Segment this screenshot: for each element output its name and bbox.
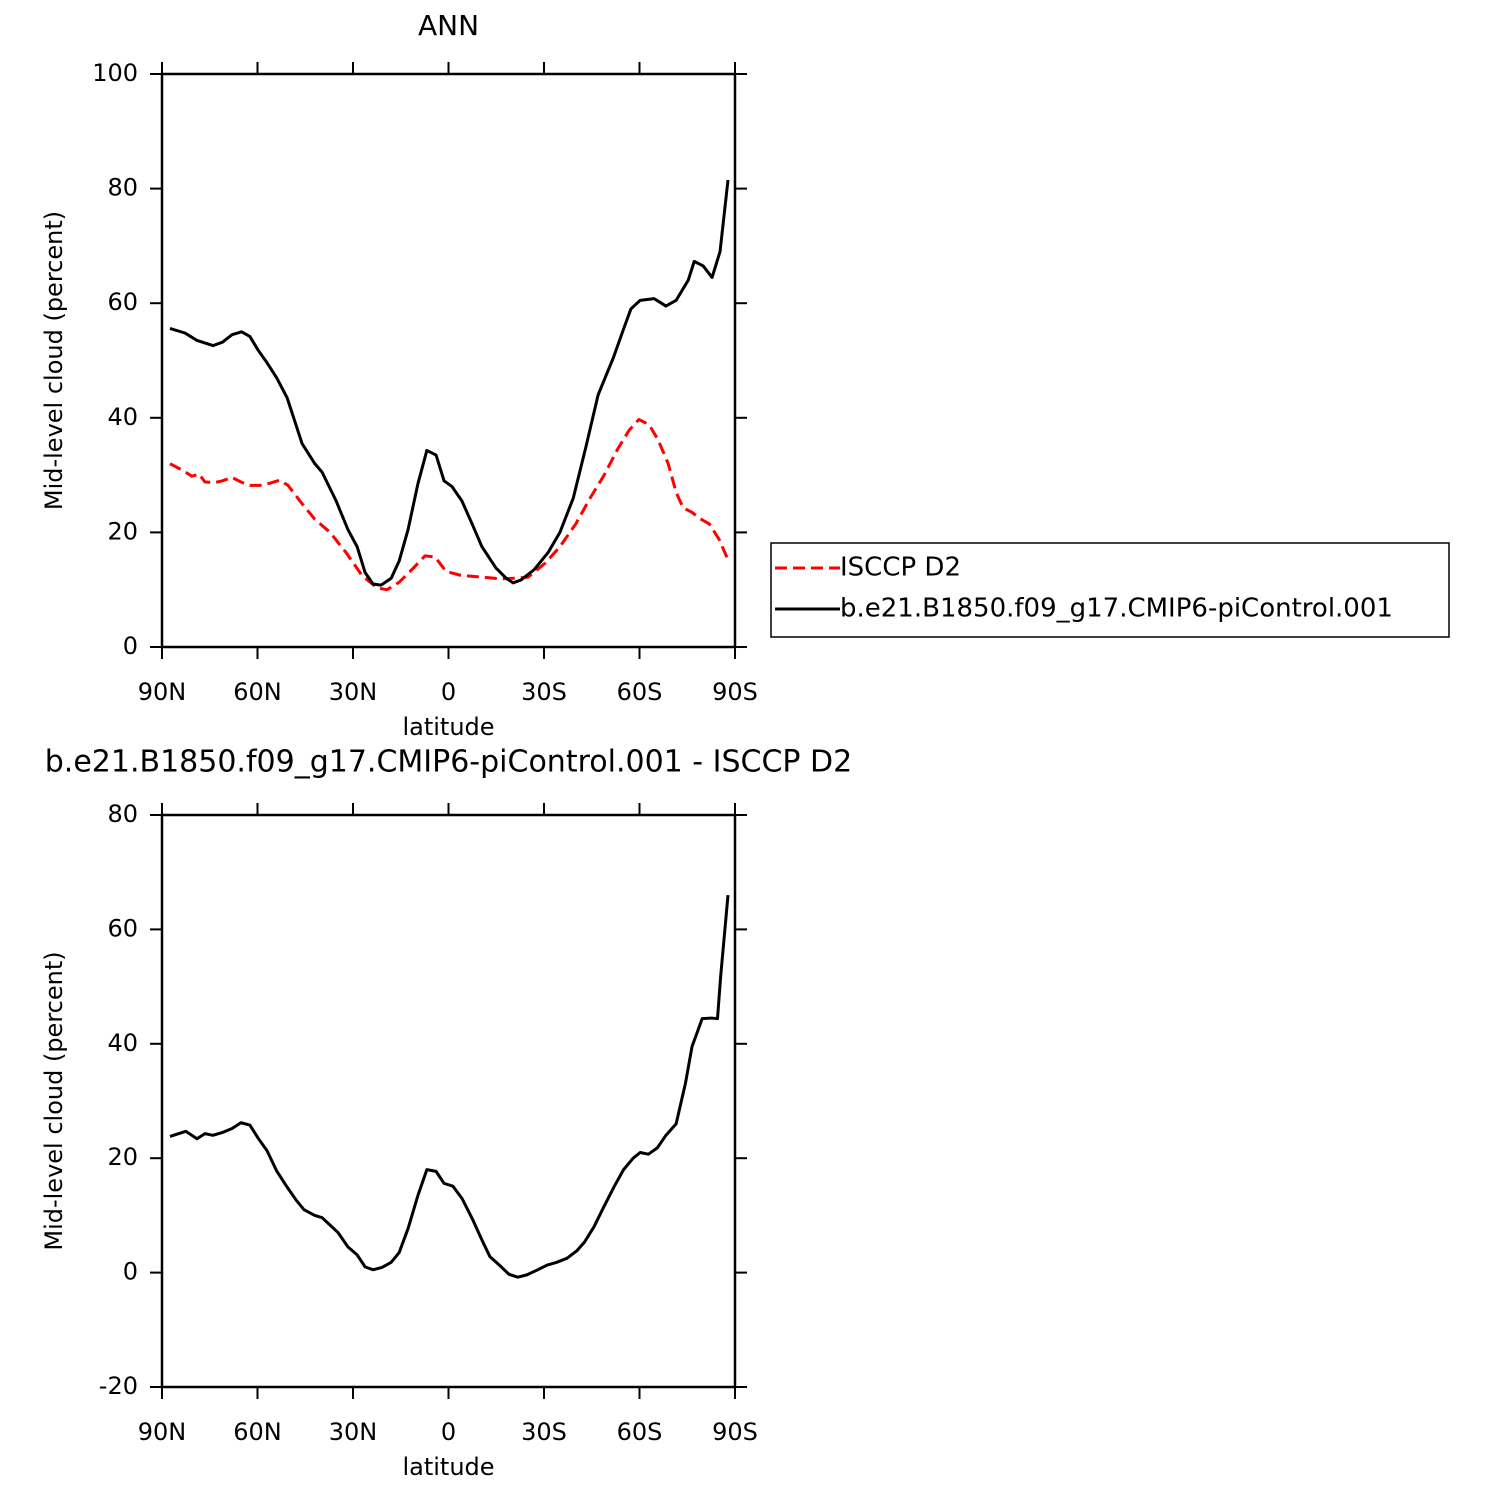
data-line (169, 894, 730, 1279)
legend-box (770, 542, 1450, 638)
x-axis-label: latitude (402, 713, 494, 741)
x-tick-label: 0 (441, 1418, 456, 1446)
y-tick-label: 40 (107, 1029, 138, 1057)
legend-label: b.e21.B1850.f09_g17.CMIP6-piControl.001 (840, 594, 1393, 624)
x-tick-label: 0 (441, 678, 456, 706)
y-axis-label: Mid-level cloud (percent) (40, 951, 68, 1250)
x-tick-label: 60S (617, 1418, 663, 1446)
x-tick-label: 60N (233, 678, 282, 706)
legend-label: ISCCP D2 (840, 553, 961, 583)
chart-title: ANN (418, 9, 479, 42)
data-line (169, 179, 730, 587)
y-tick-label: 100 (92, 59, 138, 87)
y-tick-label: 20 (107, 1143, 138, 1171)
x-tick-label: 90N (138, 678, 187, 706)
plot-frame (160, 72, 737, 649)
x-tick-label: 30S (521, 678, 567, 706)
y-tick-label: 60 (107, 914, 138, 942)
y-tick-label: 80 (107, 174, 138, 202)
chart-title: b.e21.B1850.f09_g17.CMIP6-piControl.001 … (45, 745, 853, 780)
y-tick-label: 40 (107, 403, 138, 431)
x-tick-label: 30S (521, 1418, 567, 1446)
y-tick-label: 0 (123, 632, 138, 660)
y-tick-label: -20 (99, 1372, 138, 1400)
x-tick-label: 90N (138, 1418, 187, 1446)
x-tick-label: 60S (617, 678, 663, 706)
data-line (169, 418, 730, 592)
y-tick-label: 0 (123, 1258, 138, 1286)
x-tick-label: 30N (329, 678, 378, 706)
x-tick-label: 90S (712, 1418, 758, 1446)
y-tick-label: 80 (107, 800, 138, 828)
x-tick-label: 30N (329, 1418, 378, 1446)
y-axis-label: Mid-level cloud (percent) (40, 211, 68, 510)
x-tick-label: 90S (712, 678, 758, 706)
y-tick-label: 60 (107, 288, 138, 316)
y-tick-label: 20 (107, 517, 138, 545)
x-tick-label: 60N (233, 1418, 282, 1446)
plot-frame (160, 813, 737, 1389)
x-axis-label: latitude (402, 1453, 494, 1481)
